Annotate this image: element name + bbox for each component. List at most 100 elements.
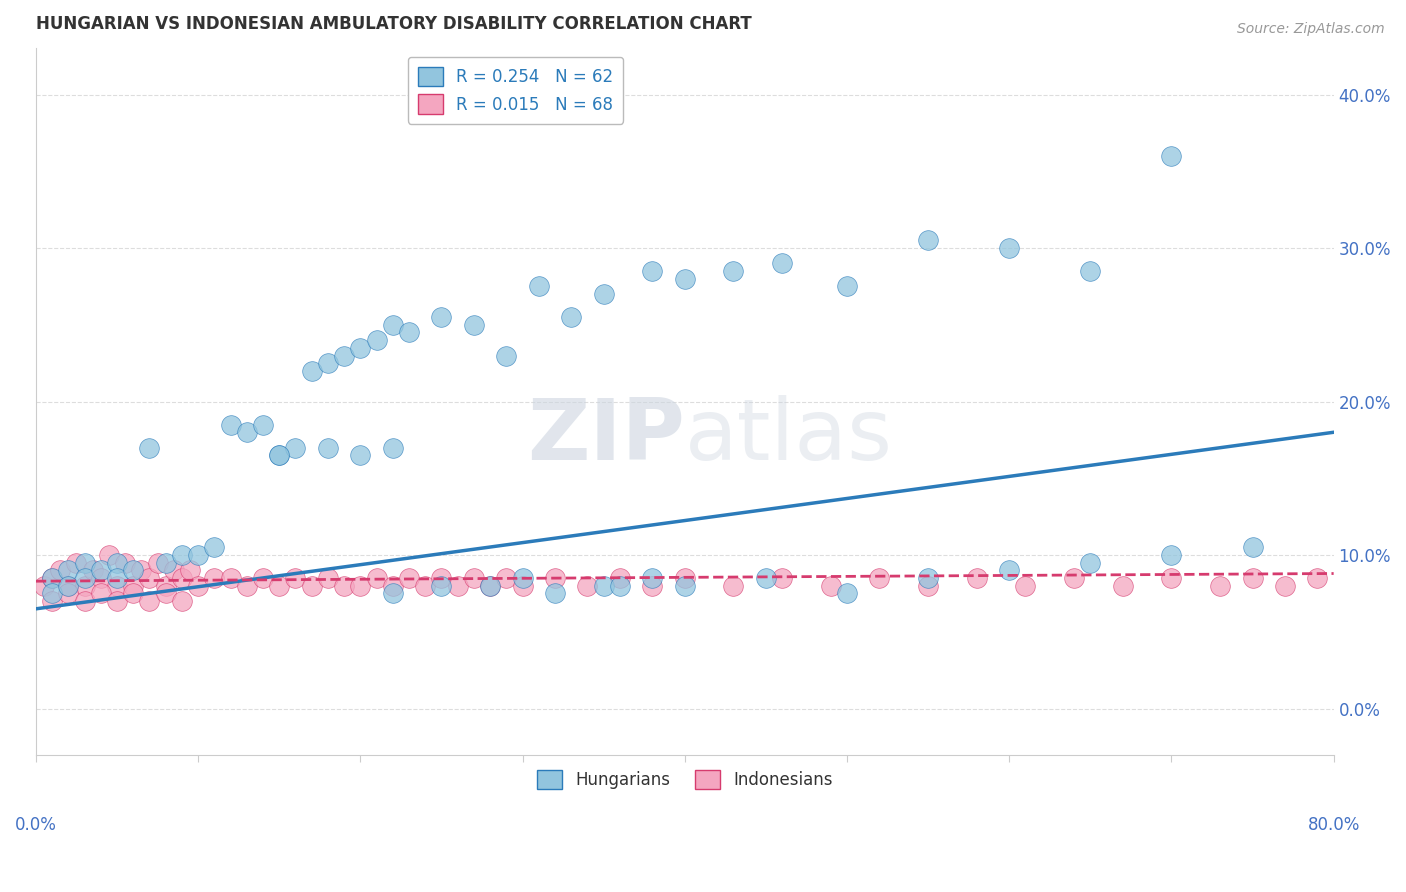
Point <box>430 310 453 325</box>
Point <box>641 264 664 278</box>
Point <box>316 356 339 370</box>
Point <box>316 441 339 455</box>
Point <box>966 571 988 585</box>
Point <box>479 579 502 593</box>
Point <box>138 441 160 455</box>
Point <box>998 241 1021 255</box>
Point <box>73 556 96 570</box>
Point <box>917 571 939 585</box>
Point <box>58 564 80 578</box>
Point <box>381 441 404 455</box>
Point <box>90 564 112 578</box>
Text: 0.0%: 0.0% <box>15 816 56 834</box>
Point <box>1078 556 1101 570</box>
Point <box>366 571 388 585</box>
Point <box>398 571 420 585</box>
Point <box>105 556 128 570</box>
Point <box>187 579 209 593</box>
Point <box>430 579 453 593</box>
Point <box>105 594 128 608</box>
Point <box>105 579 128 593</box>
Point <box>512 579 534 593</box>
Point <box>560 310 582 325</box>
Point <box>82 564 104 578</box>
Point <box>1306 571 1329 585</box>
Point <box>333 579 356 593</box>
Point <box>1241 541 1264 555</box>
Point <box>835 586 858 600</box>
Point <box>269 448 291 462</box>
Point <box>236 579 259 593</box>
Point <box>219 571 242 585</box>
Point <box>463 571 485 585</box>
Point <box>269 448 291 462</box>
Point <box>381 579 404 593</box>
Point <box>316 571 339 585</box>
Point <box>576 579 599 593</box>
Point <box>90 586 112 600</box>
Point <box>1241 571 1264 585</box>
Point <box>202 541 225 555</box>
Point <box>163 564 186 578</box>
Point <box>398 326 420 340</box>
Point <box>1274 579 1296 593</box>
Point <box>58 586 80 600</box>
Point <box>479 579 502 593</box>
Point <box>155 579 177 593</box>
Point <box>301 364 323 378</box>
Point <box>1160 149 1182 163</box>
Point <box>673 571 696 585</box>
Text: atlas: atlas <box>685 395 893 478</box>
Point <box>609 571 631 585</box>
Point <box>155 556 177 570</box>
Point <box>122 586 145 600</box>
Point <box>366 333 388 347</box>
Point <box>41 594 63 608</box>
Point <box>73 571 96 585</box>
Point <box>269 579 291 593</box>
Point <box>73 579 96 593</box>
Point <box>544 571 567 585</box>
Point <box>73 594 96 608</box>
Point <box>592 579 614 593</box>
Point <box>755 571 778 585</box>
Point <box>252 417 274 432</box>
Point <box>1160 571 1182 585</box>
Point <box>544 586 567 600</box>
Point <box>447 579 470 593</box>
Point <box>41 571 63 585</box>
Point <box>723 264 745 278</box>
Point <box>512 571 534 585</box>
Point <box>609 579 631 593</box>
Point <box>820 579 842 593</box>
Point <box>252 571 274 585</box>
Point <box>146 556 169 570</box>
Point <box>122 579 145 593</box>
Point <box>998 564 1021 578</box>
Text: 80.0%: 80.0% <box>1308 816 1360 834</box>
Point <box>495 571 517 585</box>
Point <box>90 571 112 585</box>
Point <box>592 287 614 301</box>
Text: ZIP: ZIP <box>527 395 685 478</box>
Point <box>138 571 160 585</box>
Point <box>333 349 356 363</box>
Point <box>917 233 939 247</box>
Point <box>284 571 307 585</box>
Point <box>155 586 177 600</box>
Point <box>1112 579 1135 593</box>
Point <box>284 441 307 455</box>
Point <box>105 571 128 585</box>
Point <box>122 564 145 578</box>
Text: HUNGARIAN VS INDONESIAN AMBULATORY DISABILITY CORRELATION CHART: HUNGARIAN VS INDONESIAN AMBULATORY DISAB… <box>37 15 752 33</box>
Legend: Hungarians, Indonesians: Hungarians, Indonesians <box>530 764 839 796</box>
Point <box>58 579 80 593</box>
Point <box>723 579 745 593</box>
Text: Source: ZipAtlas.com: Source: ZipAtlas.com <box>1237 22 1385 37</box>
Point <box>673 579 696 593</box>
Point <box>301 579 323 593</box>
Point <box>413 579 436 593</box>
Point <box>349 448 371 462</box>
Point <box>170 571 193 585</box>
Point <box>49 564 72 578</box>
